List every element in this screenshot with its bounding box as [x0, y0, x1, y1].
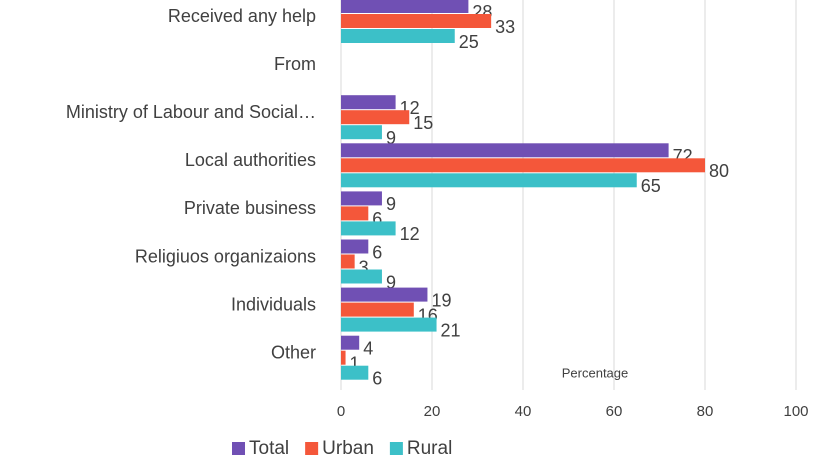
y-tick-label: Local authorities: [185, 150, 316, 170]
bar: [341, 95, 396, 110]
x-tick-label: 0: [337, 403, 345, 420]
bar: [341, 191, 382, 206]
x-tick-label: 20: [424, 403, 441, 420]
bar: [341, 14, 492, 28]
x-tick-label: 60: [606, 403, 623, 420]
bar: [341, 0, 469, 13]
y-tick-label: Ministry of Labour and Social…: [66, 102, 316, 122]
bar: [341, 125, 382, 140]
legend-swatch: [305, 442, 319, 455]
bar: [341, 350, 346, 365]
bar: [341, 173, 637, 188]
bar: [341, 269, 382, 284]
data-label: 19: [431, 290, 451, 310]
bar: [341, 335, 360, 350]
bar: [341, 143, 669, 158]
data-label: 6: [372, 368, 382, 388]
bar: [341, 317, 437, 332]
x-tick-label: 80: [697, 403, 714, 420]
bar: [341, 302, 414, 317]
bar: [341, 221, 396, 236]
data-label: 9: [386, 194, 396, 214]
data-label: 21: [441, 320, 461, 340]
bar: [341, 239, 369, 254]
y-tick-label: Other: [271, 342, 316, 362]
bar: [341, 254, 355, 269]
data-label: 12: [400, 224, 420, 244]
data-label: 6: [372, 209, 382, 229]
y-tick-label: From: [274, 54, 316, 74]
y-tick-label: Individuals: [231, 294, 316, 314]
data-label: 25: [459, 32, 479, 52]
data-label: 33: [495, 17, 515, 37]
legend-swatch: [389, 442, 403, 455]
data-label: 65: [641, 176, 661, 196]
data-label: 1: [350, 353, 360, 373]
bar: [341, 158, 705, 173]
data-label: 15: [413, 113, 433, 133]
data-label: 9: [386, 128, 396, 148]
legend-label: Rural: [407, 438, 452, 459]
bar: [341, 29, 455, 43]
x-tick-label: 100: [783, 403, 808, 420]
data-label: 80: [709, 161, 729, 181]
legend-label: Total: [249, 438, 289, 459]
bar: [341, 287, 428, 302]
legend-label: Urban: [322, 438, 374, 459]
legend-swatch: [232, 442, 245, 455]
axis-title: Percentage: [562, 365, 629, 380]
data-label: 4: [363, 338, 373, 358]
x-tick-label: 40: [515, 403, 532, 420]
bar: [341, 206, 369, 221]
y-tick-label: Religiuos organizaions: [135, 246, 316, 266]
y-tick-label: Private business: [184, 198, 316, 218]
bar: [341, 110, 410, 125]
data-label: 9: [386, 272, 396, 292]
data-label: 3: [359, 257, 369, 277]
y-tick-label: Received any help: [168, 6, 316, 26]
data-label: 6: [372, 242, 382, 262]
bar: [341, 365, 369, 380]
